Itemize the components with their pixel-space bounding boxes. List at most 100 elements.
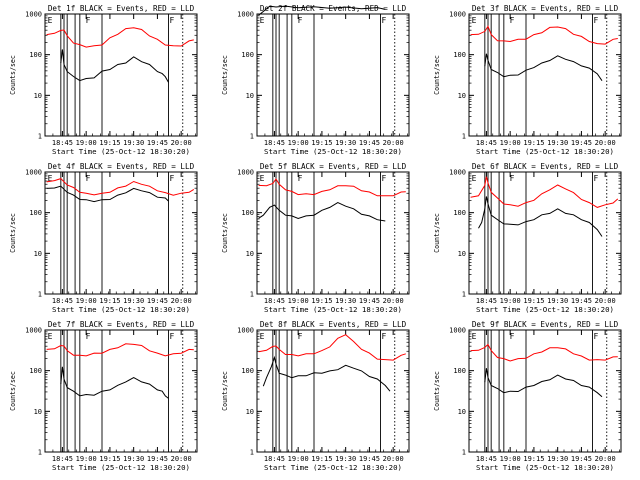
x-axis-label: Start Time (25-Oct-12 18:30:20) [52,463,190,472]
y-tick-label: 100 [29,209,42,217]
x-tick-label: 19:45 [359,297,380,305]
panel-title: Det 8f BLACK = Events, RED = LLD [260,320,407,329]
flag-marker: F [170,332,175,341]
y-tick-label: 100 [241,367,254,375]
panel-title: Det 5f BLACK = Events, RED = LLD [260,162,407,171]
x-tick-label: 19:00 [288,455,309,463]
flag-marker: F [298,174,303,183]
x-tick-label: 19:30 [335,455,356,463]
flag-marker: F [86,16,91,25]
y-tick-label: 10 [458,250,466,258]
x-tick-label: 19:00 [76,297,97,305]
detector-panel: Det 7f BLACK = Events, RED = LLD 1 10 100 10… [9,320,198,472]
plot-frame [256,329,410,453]
panel-title: Det 7f BLACK = Events, RED = LLD [48,320,195,329]
panel-title: Det 4f BLACK = Events, RED = LLD [48,162,195,171]
panel-title: Det 1f BLACK = Events, RED = LLD [48,4,195,13]
series-line-events [258,5,386,16]
y-tick-label: 10 [246,408,254,416]
flag-marker: F [382,332,387,341]
x-tick-label: 18:45 [476,139,497,147]
flag-marker: E [260,174,265,183]
x-tick-label: 19:45 [359,139,380,147]
x-tick-label: 19:45 [359,455,380,463]
flag-marker: F [594,16,599,25]
detector-panel: Det 8f BLACK = Events, RED = LLD 1 10 100 10… [221,320,410,472]
flag-marker: F [298,16,303,25]
y-tick-label: 10 [458,408,466,416]
x-tick-label: 20:00 [383,455,404,463]
x-tick-label: 18:45 [264,139,285,147]
x-tick-label: 18:45 [52,297,73,305]
x-tick-label: 19:30 [123,297,144,305]
y-tick-label: 1 [250,449,254,457]
x-axis-label: Start Time (25-Oct-12 18:30:20) [476,147,614,156]
x-tick-label: 19:30 [547,139,568,147]
flag-marker: F [298,332,303,341]
detector-panel: Det 2f BLACK = Events, RED = LLD 1 10 100 10… [221,4,410,156]
x-tick-label: 18:45 [52,455,73,463]
series-line-lld [258,178,406,197]
plot-frame [256,171,410,295]
y-tick-label: 10 [34,250,42,258]
y-tick-label: 1000 [449,327,466,335]
plot-frame [256,13,410,137]
x-tick-label: 19:00 [288,139,309,147]
x-tick-label: 19:15 [523,139,544,147]
x-tick-label: 19:15 [311,139,332,147]
x-tick-label: 20:00 [595,297,616,305]
series-line-events [60,49,169,83]
x-tick-label: 19:30 [547,455,568,463]
series-line-events [484,368,603,398]
y-tick-label: 100 [241,51,254,59]
x-tick-label: 19:30 [335,139,356,147]
y-tick-label: 100 [29,367,42,375]
flag-marker: F [382,16,387,25]
flag-marker: F [382,174,387,183]
flag-marker: F [86,332,91,341]
flag-marker: F [594,332,599,341]
x-tick-label: 19:00 [500,455,521,463]
y-tick-label: 10 [34,92,42,100]
x-tick-label: 19:15 [311,455,332,463]
x-tick-label: 19:15 [523,297,544,305]
x-tick-label: 19:45 [147,139,168,147]
detector-panel: Det 6f BLACK = Events, RED = LLD 1 10 100 10… [433,162,622,314]
y-tick-label: 100 [453,209,466,217]
y-tick-label: 10 [458,92,466,100]
x-tick-label: 19:00 [500,139,521,147]
x-tick-label: 20:00 [383,297,404,305]
y-tick-label: 1 [462,449,466,457]
y-axis-label: Counts/sec [433,55,441,95]
x-tick-label: 19:45 [571,455,592,463]
flag-marker: E [48,174,53,183]
y-tick-label: 100 [241,209,254,217]
plot-frame [44,171,198,295]
y-axis-label: Counts/sec [221,371,229,411]
y-tick-label: 1 [250,133,254,141]
series-line-events [60,366,169,399]
x-tick-label: 19:15 [99,297,120,305]
y-tick-label: 1000 [449,11,466,19]
x-tick-label: 19:00 [288,297,309,305]
plot-frame [44,13,198,137]
series-line-lld [470,176,619,208]
series-line-events [258,202,386,222]
flag-marker: E [260,332,265,341]
flag-marker: F [170,174,175,183]
x-tick-label: 19:15 [99,455,120,463]
plot-frame [468,171,622,295]
y-tick-label: 1000 [237,327,254,335]
y-tick-label: 1000 [25,327,42,335]
x-tick-label: 20:00 [171,455,192,463]
series-line-lld [470,343,618,362]
y-axis-label: Counts/sec [9,213,17,253]
series-line-lld [46,27,194,48]
y-tick-label: 1000 [25,169,42,177]
flag-marker: E [260,16,265,25]
y-tick-label: 1 [250,291,254,299]
panel-title: Det 3f BLACK = Events, RED = LLD [472,4,619,13]
series-line-lld [258,334,406,361]
x-tick-label: 20:00 [595,139,616,147]
